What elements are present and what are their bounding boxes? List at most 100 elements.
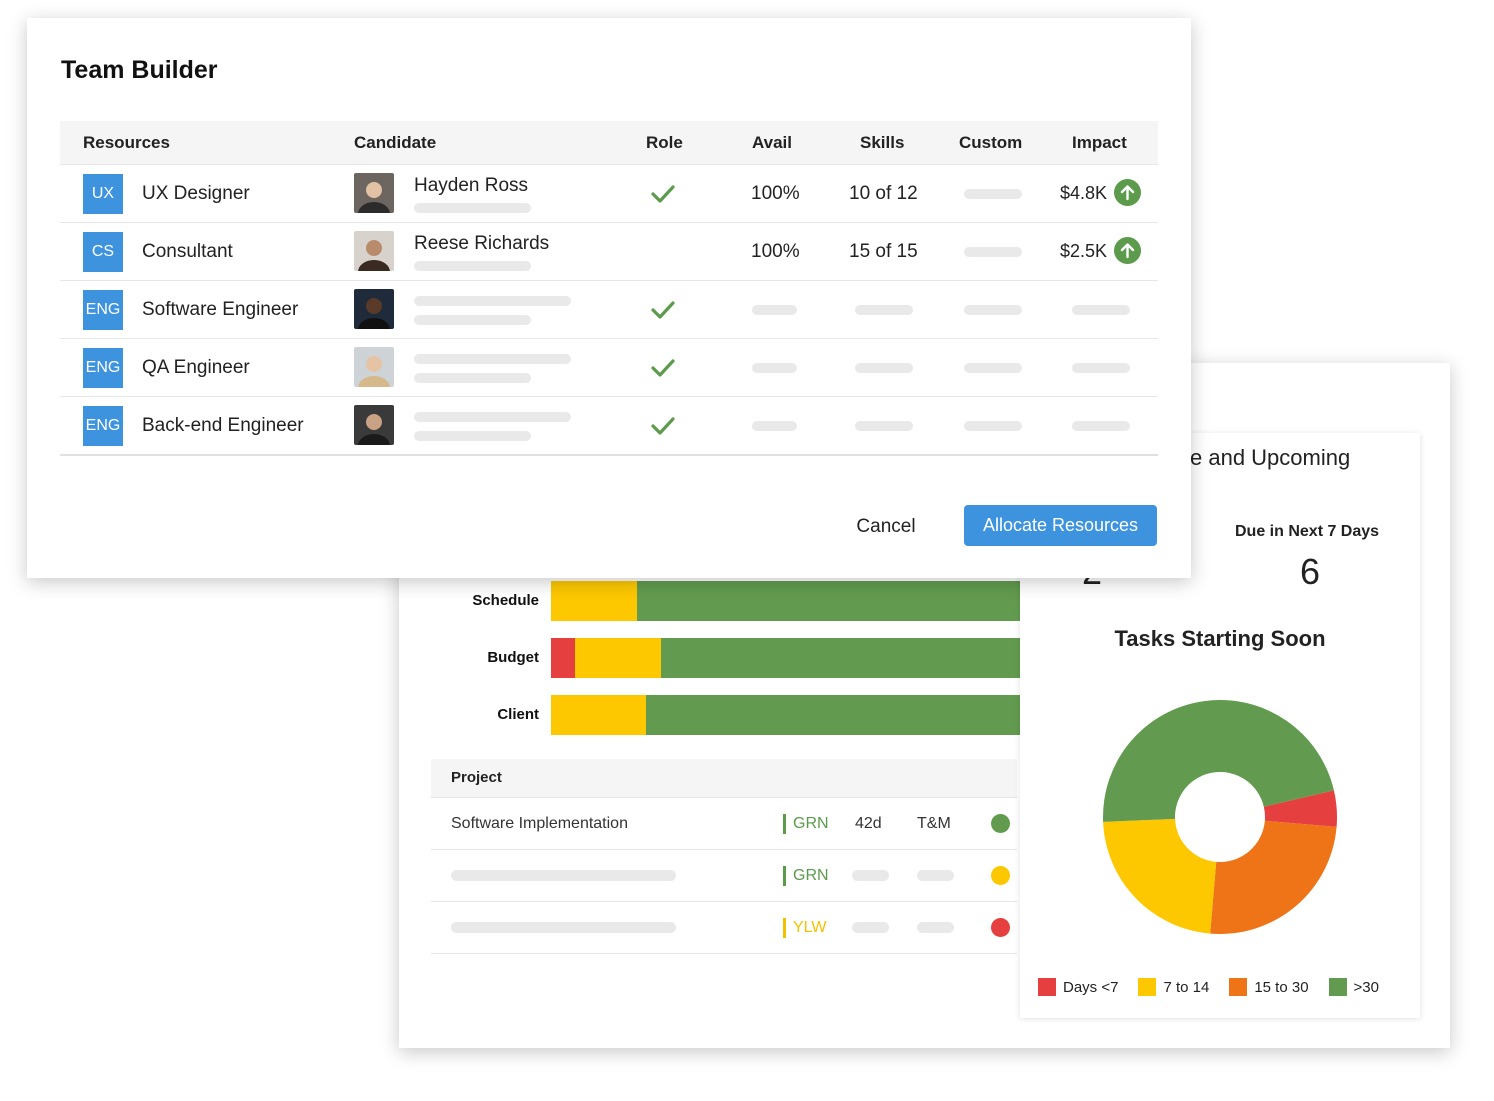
resource-name: UX Designer — [142, 183, 250, 204]
modal-title: Team Builder — [61, 56, 218, 84]
legend-swatch — [1038, 978, 1056, 996]
placeholder-bar — [414, 203, 531, 213]
project-table: Project Software Implementation GRN 42d T&M… — [431, 759, 1017, 954]
check-icon — [651, 185, 675, 203]
allocate-resources-button[interactable]: Allocate Resources — [964, 505, 1157, 546]
column-header: Role — [646, 133, 683, 152]
placeholder-bar — [414, 315, 531, 325]
project-type: T&M — [917, 815, 951, 832]
bar-label: Budget — [487, 649, 539, 666]
bar-segment — [574, 638, 661, 678]
table-row[interactable]: Software Implementation GRN 42d T&M — [431, 798, 1017, 850]
health-bar-row: Schedule — [425, 581, 1028, 621]
availability: 100% — [751, 241, 800, 262]
project-duration: 42d — [855, 815, 882, 832]
skills-match: 10 of 12 — [849, 183, 918, 204]
column-header: Impact — [1072, 133, 1127, 152]
skills-match: 15 of 15 — [849, 241, 918, 262]
placeholder-bar — [414, 431, 531, 441]
chart-title: Tasks Starting Soon — [1114, 626, 1326, 651]
placeholder-bar — [451, 870, 676, 881]
placeholder-bar — [414, 373, 531, 383]
column-header: Candidate — [354, 133, 437, 152]
donut-slice — [1103, 818, 1217, 934]
column-header: Custom — [959, 133, 1023, 152]
bar-segment — [551, 695, 647, 735]
bar-track — [551, 695, 1028, 735]
legend-item: Days <7 — [1038, 978, 1118, 996]
donut-slice — [1263, 790, 1337, 827]
placeholder-bar — [414, 261, 531, 271]
table-row[interactable]: UX UX Designer Hayden Ross 100% 10 of 12 $4… — [60, 165, 1158, 223]
candidate-name: Hayden Ross — [414, 175, 529, 196]
legend-label: >30 — [1353, 978, 1379, 996]
status-tag: GRN — [783, 814, 829, 834]
table-row[interactable]: ENG Back-end Engineer — [60, 397, 1158, 456]
chart-legend: Days <7 7 to 14 15 to 30 >30 — [1038, 978, 1399, 996]
avatar — [354, 173, 394, 213]
table-row[interactable]: ENG QA Engineer — [60, 339, 1158, 397]
bar-label: Schedule — [472, 592, 539, 609]
status-tag: YLW — [783, 918, 826, 938]
bar-segment — [660, 638, 1028, 678]
placeholder-bar — [964, 189, 1022, 199]
column-header: Skills — [860, 133, 905, 152]
avatar — [354, 289, 394, 329]
donut-slice — [1210, 820, 1337, 934]
bar-label: Client — [497, 706, 539, 723]
placeholder-bar — [855, 305, 913, 315]
resource-name: Back-end Engineer — [142, 415, 304, 436]
placeholder-bar — [964, 305, 1022, 315]
table-row[interactable]: YLW — [431, 902, 1017, 954]
due-count: 6 — [1300, 551, 1321, 592]
table-row[interactable]: CS Consultant Reese Richards 100% 15 of 15 $… — [60, 223, 1158, 281]
column-header: Avail — [752, 133, 793, 152]
arrow-up-icon — [1114, 237, 1141, 264]
placeholder-bar — [1072, 305, 1130, 315]
team-builder-modal: Team Builder Resources Candidate Role Av… — [27, 18, 1191, 578]
tasks-donut-chart — [1103, 699, 1337, 934]
legend-item: 7 to 14 — [1138, 978, 1209, 996]
placeholder-bar — [964, 247, 1022, 257]
status-dot — [991, 866, 1010, 885]
legend-label: 7 to 14 — [1163, 978, 1210, 996]
column-header: Resources — [83, 133, 170, 152]
placeholder-bar — [752, 421, 797, 431]
check-icon — [651, 417, 675, 435]
role-badge: ENG — [83, 406, 123, 446]
legend-item: >30 — [1328, 978, 1379, 996]
placeholder-bar — [752, 363, 797, 373]
avatar — [354, 347, 394, 387]
status-dot — [991, 918, 1010, 937]
arrow-up-icon — [1114, 179, 1141, 206]
placeholder-bar — [964, 421, 1022, 431]
bar-segment — [636, 581, 1028, 621]
role-badge: UX — [83, 174, 123, 214]
bar-segment — [551, 581, 637, 621]
resource-name: QA Engineer — [142, 357, 250, 378]
placeholder-bar — [1072, 421, 1130, 431]
bar-segment — [551, 638, 575, 678]
status-tag: GRN — [783, 866, 829, 886]
panel-title: e and Upcoming — [1190, 445, 1351, 470]
health-bar-row: Budget — [425, 638, 1028, 678]
project-table-header: Project — [431, 759, 1017, 798]
placeholder-bar — [451, 922, 676, 933]
check-icon — [651, 359, 675, 377]
candidate-name: Reese Richards — [414, 233, 550, 254]
placeholder-bar — [917, 922, 954, 933]
resource-name: Software Engineer — [142, 299, 299, 320]
table-row[interactable]: ENG Software Engineer — [60, 281, 1158, 339]
availability: 100% — [751, 183, 800, 204]
placeholder-bar — [964, 363, 1022, 373]
table-row[interactable]: GRN — [431, 850, 1017, 902]
role-badge: CS — [83, 232, 123, 272]
legend-item: 15 to 30 — [1229, 978, 1309, 996]
placeholder-bar — [852, 870, 889, 881]
project-name: Software Implementation — [451, 815, 628, 832]
bar-segment — [646, 695, 1028, 735]
placeholder-bar — [414, 412, 571, 422]
cancel-button[interactable]: Cancel — [856, 516, 916, 537]
legend-swatch — [1328, 978, 1347, 996]
placeholder-bar — [855, 421, 913, 431]
